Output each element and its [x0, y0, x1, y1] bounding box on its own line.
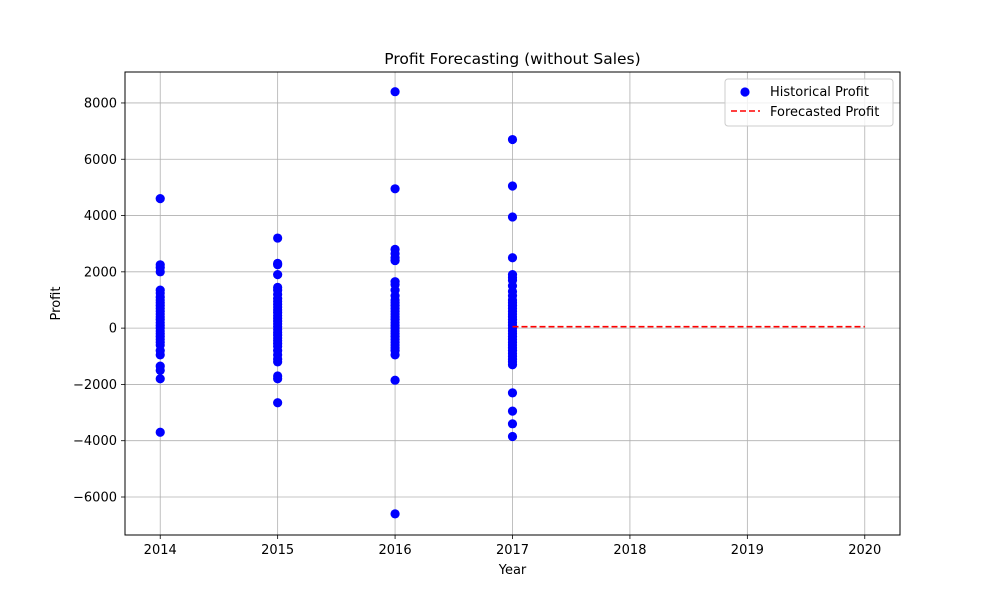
historical-profit-point	[155, 194, 165, 204]
x-tick-label: 2015	[261, 543, 294, 558]
historical-profit-point	[273, 270, 283, 280]
historical-profit-point	[390, 255, 400, 266]
historical-profit-point	[155, 365, 165, 375]
x-tick-label: 2016	[379, 543, 412, 558]
historical-profit-point	[507, 419, 518, 429]
legend: Historical Profit Forecasted Profit	[724, 78, 894, 127]
historical-profit-point	[507, 181, 518, 191]
x-tick-label: 2014	[144, 543, 177, 558]
y-tick-label: −6000	[73, 491, 117, 506]
y-tick-label: 8000	[84, 96, 117, 111]
y-tick-label: −2000	[73, 378, 117, 393]
historical-profit-point	[390, 87, 400, 97]
chart-title: Profit Forecasting (without Sales)	[384, 50, 640, 68]
historical-profit-point	[273, 233, 283, 243]
historical-profit-point	[507, 388, 518, 398]
historical-profit-point	[155, 427, 165, 437]
x-tick-label: 2020	[848, 543, 881, 558]
ticks: 2014 2015 2016 2017 2018 2019 2020 −6000 −4000 −2…	[73, 96, 881, 558]
historical-profit-point	[507, 134, 518, 145]
y-tick-label: 4000	[84, 209, 117, 224]
historical-profit-point	[273, 357, 283, 367]
y-axis-label: Profit	[49, 287, 64, 321]
historical-profit-point	[390, 184, 400, 194]
historical-profit-point	[390, 375, 400, 385]
historical-profit-point	[155, 350, 165, 360]
data-layer	[155, 87, 865, 519]
legend-box	[724, 78, 894, 127]
historical-profit-point	[390, 509, 400, 519]
legend-marker-historical	[740, 87, 750, 97]
y-tick-label: 2000	[84, 265, 117, 280]
historical-profit-point	[507, 360, 518, 370]
historical-profit-point	[507, 431, 518, 442]
historical-profit-point	[155, 267, 165, 277]
legend-label-historical: Historical Profit	[770, 85, 869, 100]
historical-profit-point	[507, 253, 518, 263]
y-tick-label: 6000	[84, 153, 117, 168]
historical-profit-point	[155, 374, 165, 384]
historical-profit-point	[507, 212, 518, 222]
x-tick-label: 2017	[496, 543, 529, 558]
historical-profit-point	[273, 398, 283, 408]
historical-profit-point	[273, 260, 283, 270]
x-tick-label: 2019	[731, 543, 764, 558]
x-tick-label: 2018	[613, 543, 646, 558]
historical-profit-point	[273, 374, 283, 384]
historical-profit-point	[390, 350, 400, 360]
y-tick-label: −4000	[73, 434, 117, 449]
x-axis-label: Year	[498, 563, 527, 578]
historical-profit-point	[507, 406, 518, 416]
y-tick-label: 0	[109, 322, 117, 337]
legend-label-forecast: Forecasted Profit	[770, 105, 879, 120]
